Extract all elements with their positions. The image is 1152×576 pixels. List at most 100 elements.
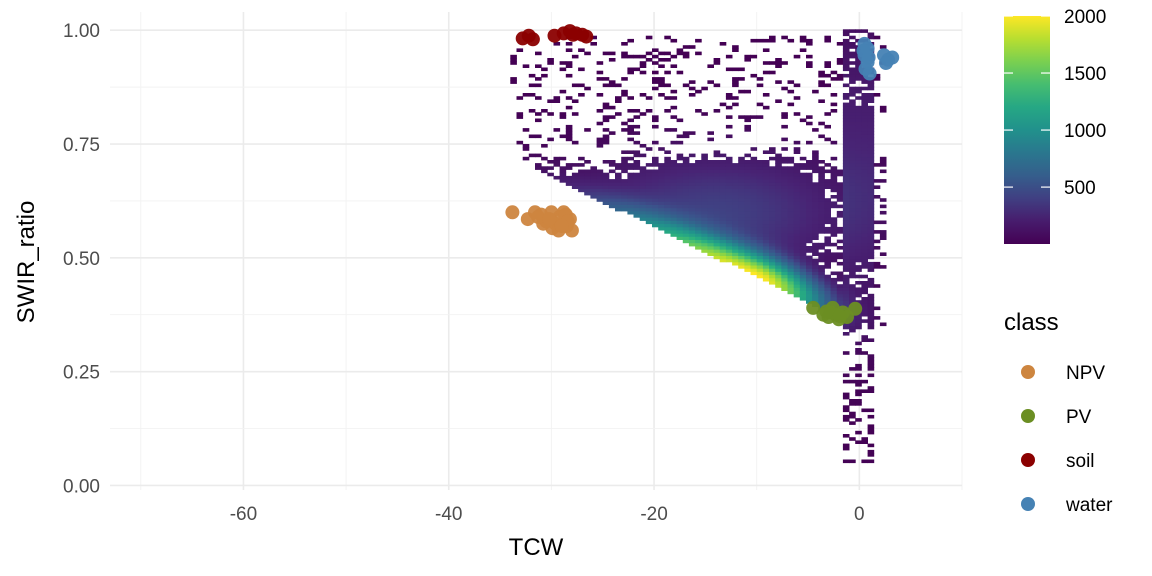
density-bin xyxy=(670,223,678,228)
density-bin xyxy=(676,175,684,180)
density-bin xyxy=(719,210,727,215)
density-bin xyxy=(787,255,795,260)
point-soil xyxy=(525,32,540,47)
density-bin xyxy=(535,163,542,167)
density-bin xyxy=(830,188,838,193)
density-bin xyxy=(867,137,875,142)
density-bin xyxy=(855,185,862,189)
density-bin xyxy=(849,169,856,174)
density-bin xyxy=(658,195,665,199)
density-bin xyxy=(695,230,702,234)
density-bin xyxy=(769,277,776,282)
density-bin xyxy=(879,198,887,202)
density-bin xyxy=(682,220,690,225)
density-bin xyxy=(756,274,764,279)
density-bin xyxy=(836,255,844,260)
density-bin xyxy=(732,102,739,107)
density-bin xyxy=(750,179,758,183)
density-bin xyxy=(867,297,875,301)
density-bin xyxy=(719,163,727,167)
density-bin xyxy=(608,179,616,183)
density-bin xyxy=(818,268,825,272)
density-bin xyxy=(756,198,764,202)
density-bin xyxy=(867,363,875,368)
colorbar-tick-label: 2000 xyxy=(1064,7,1106,28)
density-bin xyxy=(522,156,530,161)
density-bin xyxy=(639,204,647,209)
density-bin xyxy=(793,150,801,154)
density-bin xyxy=(812,261,819,266)
density-bin xyxy=(639,172,647,177)
density-bin xyxy=(645,169,653,174)
density-bin xyxy=(806,277,813,282)
density-bin xyxy=(615,188,622,193)
density-bin xyxy=(824,201,831,205)
density-bin xyxy=(849,77,856,81)
density-bin xyxy=(842,166,850,170)
density-bin xyxy=(701,172,708,177)
density-bin xyxy=(775,185,782,189)
density-bin xyxy=(818,242,825,247)
density-bin xyxy=(664,214,671,218)
density-bin xyxy=(812,210,819,215)
density-bin xyxy=(812,274,819,279)
density-bin xyxy=(645,185,653,189)
density-bin xyxy=(775,166,782,170)
density-bin xyxy=(596,185,604,189)
density-bin xyxy=(861,115,868,119)
density-bin xyxy=(824,287,831,291)
density-bin xyxy=(732,207,739,212)
density-bin xyxy=(812,204,819,209)
density-bin xyxy=(732,214,739,218)
density-bin xyxy=(688,185,696,189)
density-bin xyxy=(812,290,819,295)
density-bin xyxy=(756,249,764,253)
density-bin xyxy=(750,217,758,221)
density-bin xyxy=(615,198,622,202)
density-bin xyxy=(867,309,875,314)
density-bin xyxy=(842,322,850,327)
density-bin xyxy=(744,185,751,189)
density-bin xyxy=(658,188,665,193)
density-bin xyxy=(664,210,671,215)
density-bin xyxy=(639,112,647,116)
density-bin xyxy=(849,271,856,276)
density-bin xyxy=(608,105,616,110)
density-bin xyxy=(756,179,764,183)
density-bin xyxy=(855,182,862,186)
density-bin xyxy=(818,297,825,301)
density-bin xyxy=(787,102,795,107)
density-bin xyxy=(849,163,856,167)
density-bin xyxy=(713,239,721,244)
density-bin xyxy=(725,255,733,260)
density-bin xyxy=(849,233,856,237)
density-bin xyxy=(855,147,862,151)
density-bin xyxy=(867,414,875,419)
density-bin xyxy=(627,156,634,161)
density-bin xyxy=(781,160,788,164)
density-bin xyxy=(744,188,751,193)
density-bin xyxy=(799,297,807,301)
density-bin xyxy=(688,226,696,231)
density-bin xyxy=(842,191,850,196)
density-bin xyxy=(842,287,850,291)
density-bin xyxy=(861,80,868,84)
density-bin xyxy=(664,51,671,56)
density-bin xyxy=(830,242,838,247)
density-bin xyxy=(781,172,788,177)
density-bin xyxy=(818,80,825,84)
density-bin xyxy=(664,128,671,132)
density-bin xyxy=(688,182,696,186)
density-bin xyxy=(781,220,788,225)
density-bin xyxy=(769,210,776,215)
density-bin xyxy=(639,166,647,170)
density-bin xyxy=(682,169,690,174)
density-bin xyxy=(806,249,813,253)
density-bin xyxy=(867,312,875,317)
density-bin xyxy=(775,277,782,282)
density-bin xyxy=(528,93,536,97)
density-bin xyxy=(645,147,653,151)
density-bin xyxy=(713,201,721,205)
density-bin xyxy=(682,236,690,240)
density-bin xyxy=(842,134,850,139)
